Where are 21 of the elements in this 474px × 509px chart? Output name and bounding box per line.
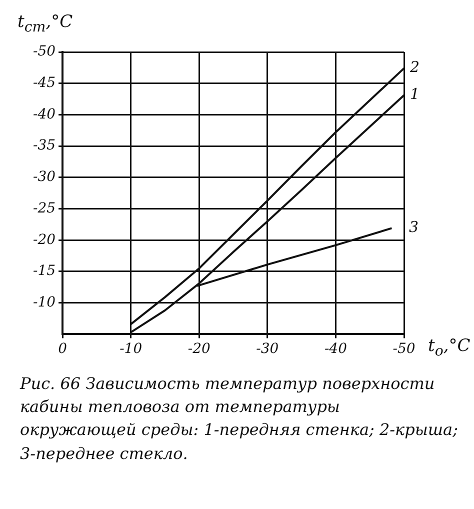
x-tick-label: -40: [324, 341, 348, 358]
x-tick-label: -20: [188, 341, 210, 358]
y-tick-label: -35: [33, 138, 56, 154]
y-tick-label: -15: [33, 263, 56, 280]
y-tick-label: -20: [33, 232, 56, 248]
y-tick-label: -25: [33, 200, 56, 216]
x-tick-label: -30: [256, 341, 279, 358]
y-tick-label: -45: [33, 74, 56, 91]
series-label: 2: [409, 58, 420, 76]
series-label: 3: [409, 218, 419, 236]
x-axis-title: t$_{о}$,°C: [428, 336, 470, 360]
y-tick-label: -30: [33, 169, 56, 186]
y-axis-title: t$_{ст}$,°C: [18, 12, 73, 36]
y-tick-label: -50: [33, 44, 56, 60]
series-label: 1: [410, 85, 420, 104]
x-tick-label: -50: [392, 341, 416, 358]
y-tick-label: -40: [33, 106, 56, 122]
x-tick-label: -10: [120, 341, 142, 358]
y-tick-label: -10: [33, 294, 56, 310]
text: Рис. 66 Зависимость температур поверхности кабины тепловоза от температуры окружающей среды: 1-передняя стенка; 2-крыша; 3-переднее стекло.: [20, 373, 459, 465]
x-tick-label: 0: [58, 341, 68, 358]
